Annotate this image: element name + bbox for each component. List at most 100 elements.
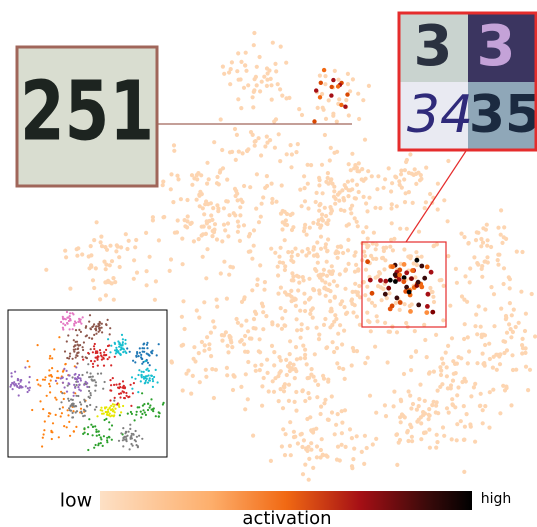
point (366, 356, 370, 360)
point (318, 226, 322, 230)
point (322, 268, 326, 272)
point (246, 83, 250, 87)
point (479, 237, 483, 241)
point (176, 218, 180, 222)
point (492, 355, 496, 359)
point (138, 369, 140, 371)
point (324, 346, 328, 350)
point (73, 392, 75, 394)
point (228, 265, 232, 269)
point (523, 351, 527, 355)
point (28, 389, 30, 391)
point (270, 182, 274, 186)
connector (406, 151, 466, 242)
point (350, 302, 354, 306)
point (283, 210, 287, 214)
point (346, 238, 350, 242)
point (94, 390, 96, 392)
point (279, 246, 283, 250)
point (363, 138, 367, 142)
point (480, 335, 484, 339)
point (307, 251, 311, 255)
point (103, 354, 105, 356)
point (288, 369, 292, 373)
point (204, 375, 208, 379)
point (103, 435, 105, 437)
point (502, 266, 506, 270)
point (146, 353, 148, 355)
point (383, 403, 387, 407)
point (305, 417, 309, 421)
point (253, 144, 257, 148)
point (269, 247, 273, 251)
point (75, 426, 77, 428)
point (363, 361, 367, 365)
point (322, 68, 326, 72)
point (321, 374, 325, 378)
point (102, 445, 104, 447)
point (161, 183, 165, 187)
point (146, 347, 148, 349)
point (265, 141, 269, 145)
point (431, 295, 435, 299)
point (388, 278, 393, 283)
point (523, 329, 527, 333)
point (276, 82, 280, 86)
point (325, 260, 329, 264)
point (78, 374, 80, 376)
point (158, 343, 160, 345)
point (342, 329, 346, 333)
point (67, 414, 69, 416)
point (245, 149, 249, 153)
point (376, 284, 380, 288)
point (280, 183, 284, 187)
left-inset: 251 (17, 47, 157, 186)
point (394, 301, 398, 305)
point (374, 247, 378, 251)
point (294, 345, 298, 349)
point (322, 323, 326, 327)
point (306, 391, 310, 395)
point (340, 421, 344, 425)
point (101, 327, 103, 329)
point (49, 357, 51, 359)
point (363, 254, 367, 258)
point (144, 231, 148, 235)
point (423, 206, 427, 210)
point (496, 258, 500, 262)
point (223, 228, 227, 232)
point (258, 350, 262, 354)
point (78, 384, 80, 386)
point (360, 450, 364, 454)
point (143, 376, 145, 378)
point (505, 348, 509, 352)
point (430, 290, 434, 294)
point (439, 369, 443, 373)
point (95, 326, 97, 328)
point (265, 174, 269, 178)
point (92, 286, 96, 290)
point (95, 381, 97, 383)
point (247, 234, 251, 238)
point (311, 248, 315, 252)
point (277, 399, 281, 403)
point (459, 232, 463, 236)
point (280, 94, 284, 98)
point (98, 430, 100, 432)
point (480, 275, 484, 279)
point (332, 185, 336, 189)
point (227, 70, 231, 74)
point (287, 383, 291, 387)
point (346, 72, 350, 76)
point (402, 247, 406, 251)
point (395, 463, 399, 467)
point (143, 347, 145, 349)
point (195, 198, 199, 202)
point (130, 436, 132, 438)
point (274, 200, 278, 204)
point (210, 367, 214, 371)
point (462, 235, 466, 239)
point (279, 358, 283, 362)
point (327, 418, 331, 422)
point (301, 388, 305, 392)
